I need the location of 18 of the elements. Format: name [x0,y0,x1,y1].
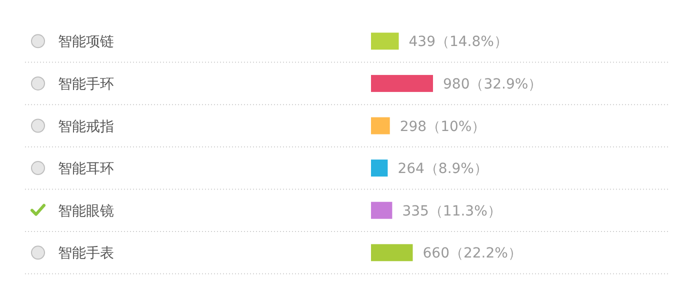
bar [371,202,392,219]
y-tick-label: 智能项链 [58,34,114,50]
bar [371,32,399,50]
data-label: 335（11.3%） [402,203,502,220]
y-tick-label: 智能眼镜 [58,203,114,220]
y-tick-label: 智能戒指 [58,118,114,135]
bar [371,117,390,134]
bar [371,244,413,262]
bar [371,74,433,92]
y-tick-label: 智能手表 [58,246,114,262]
y-tick-label: 智能手环 [58,76,114,92]
data-label: 439（14.8%） [408,34,508,50]
bar [371,160,388,177]
data-label: 264（8.9%） [398,161,488,178]
data-label: 980（32.9%） [443,76,542,92]
data-label: 298（10%） [400,118,486,135]
y-tick-label: 智能耳环 [58,161,114,178]
data-label: 660（22.2%） [422,246,522,262]
